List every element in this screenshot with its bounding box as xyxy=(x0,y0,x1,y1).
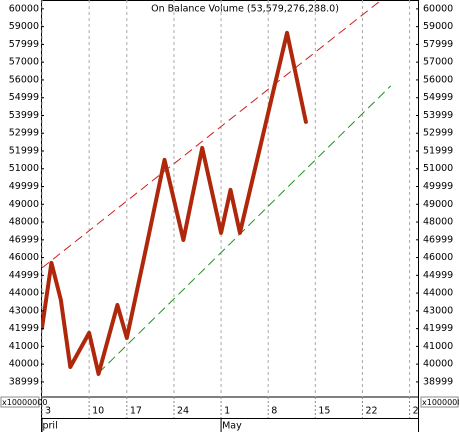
y-tick-label: 41999 xyxy=(423,323,453,334)
axis-multiplier: x10000000 xyxy=(422,398,459,407)
y-tick-label: 51999 xyxy=(423,146,453,157)
y-tick-label: 41999 xyxy=(9,323,39,334)
x-tick-label: 17 xyxy=(130,406,142,417)
y-tick-label: 44999 xyxy=(9,270,39,281)
y-tick-label: 41000 xyxy=(423,341,453,352)
x-tick-label: 22 xyxy=(365,406,377,417)
x-tick-label: 15 xyxy=(318,406,330,417)
y-tick-label: 53999 xyxy=(9,110,39,121)
chart-title: On Balance Volume (53,579,276,288.0) xyxy=(151,4,339,15)
y-tick-label: 51000 xyxy=(9,163,39,174)
multiplier-box xyxy=(0,396,40,408)
x-tick-label: 10 xyxy=(92,406,104,417)
x-tick-label: 1 xyxy=(224,406,230,417)
y-tick-label: 57000 xyxy=(9,57,39,68)
y-tick-label: 49000 xyxy=(423,199,453,210)
x-tick-label: 3 xyxy=(45,406,51,417)
y-tick-label: 56000 xyxy=(9,74,39,85)
y-tick-label: 60000 xyxy=(9,3,39,14)
y-tick-label: 48000 xyxy=(9,217,39,228)
month-label: May xyxy=(222,421,242,432)
y-tick-label: 48000 xyxy=(423,217,453,228)
x-axis: 3 10 17 24 1 8 15 22 29 April May xyxy=(36,397,425,432)
y-tick-label: 44000 xyxy=(9,288,39,299)
y-tick-label: 51999 xyxy=(9,146,39,157)
y-tick-label: 38999 xyxy=(9,376,39,387)
multiplier-box xyxy=(420,396,459,408)
y-tick-label: 38999 xyxy=(423,376,453,387)
x-tick-label: 24 xyxy=(177,406,189,417)
axis-multiplier: x10000000 xyxy=(2,398,47,407)
y-axis: 60000 60000 59000 59000 57999 57999 57000 57000… xyxy=(9,3,453,387)
obv-line xyxy=(41,30,308,376)
y-tick-label: 46999 xyxy=(423,234,453,245)
y-tick-label: 41000 xyxy=(9,341,39,352)
y-tick-label: 40000 xyxy=(9,359,39,370)
y-tick-label: 46000 xyxy=(423,252,453,263)
y-tick-label: 44000 xyxy=(423,288,453,299)
y-tick-label: 52999 xyxy=(9,128,39,139)
y-tick-label: 49999 xyxy=(9,181,39,192)
y-tick-label: 59000 xyxy=(423,21,453,32)
y-tick-label: 54999 xyxy=(9,92,39,103)
y-tick-label: 43000 xyxy=(423,305,453,316)
y-tick-label: 59000 xyxy=(9,21,39,32)
y-tick-label: 49000 xyxy=(9,199,39,210)
y-tick-label: 53999 xyxy=(423,110,453,121)
y-tick-label: 40000 xyxy=(423,359,453,370)
y-tick-label: 54999 xyxy=(423,92,453,103)
y-tick-label: 46000 xyxy=(9,252,39,263)
y-tick-label: 49999 xyxy=(423,181,453,192)
y-tick-label: 44999 xyxy=(423,270,453,281)
trend-line xyxy=(41,0,382,269)
y-tick-label: 57999 xyxy=(9,39,39,50)
x-tick-label: 8 xyxy=(271,406,277,417)
y-tick-label: 46999 xyxy=(9,234,39,245)
y-tick-label: 51000 xyxy=(423,163,453,174)
y-tick-label: 57000 xyxy=(423,57,453,68)
y-tick-label: 52999 xyxy=(423,128,453,139)
x-tick-label: 29 xyxy=(413,406,425,417)
y-tick-label: 57999 xyxy=(423,39,453,50)
y-tick-label: 56000 xyxy=(423,74,453,85)
y-tick-label: 43000 xyxy=(9,305,39,316)
trend-line xyxy=(98,85,392,374)
plot-layer xyxy=(41,0,392,376)
y-tick-label: 60000 xyxy=(423,3,453,14)
month-label: April xyxy=(36,421,58,432)
